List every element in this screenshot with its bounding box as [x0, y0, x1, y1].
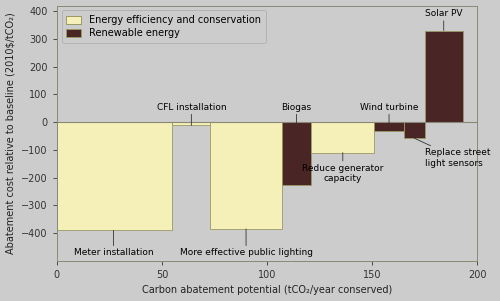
Text: Wind turbine: Wind turbine — [360, 103, 418, 125]
Bar — [404, 122, 425, 138]
Text: More effective public lighting: More effective public lighting — [180, 229, 312, 257]
Bar — [425, 30, 463, 122]
Bar — [57, 122, 172, 230]
Bar — [172, 122, 210, 126]
Bar — [311, 122, 374, 153]
Text: Biogas: Biogas — [282, 103, 312, 123]
Text: CFL installation: CFL installation — [156, 103, 226, 126]
Text: Replace street
light sensors: Replace street light sensors — [414, 138, 490, 168]
Bar — [282, 122, 311, 185]
X-axis label: Carbon abatement potential (tCO₂/year conserved): Carbon abatement potential (tCO₂/year co… — [142, 285, 392, 296]
Y-axis label: Abatement cost relative to baseline (2010$/tCO₂): Abatement cost relative to baseline (201… — [6, 12, 16, 254]
Text: Solar PV: Solar PV — [425, 9, 463, 30]
Legend: Energy efficiency and conservation, Renewable energy: Energy efficiency and conservation, Rene… — [62, 11, 266, 43]
Bar — [210, 122, 282, 229]
Text: Reduce generator
capacity: Reduce generator capacity — [302, 153, 384, 183]
Bar — [374, 122, 404, 131]
Text: Meter installation: Meter installation — [74, 230, 154, 257]
